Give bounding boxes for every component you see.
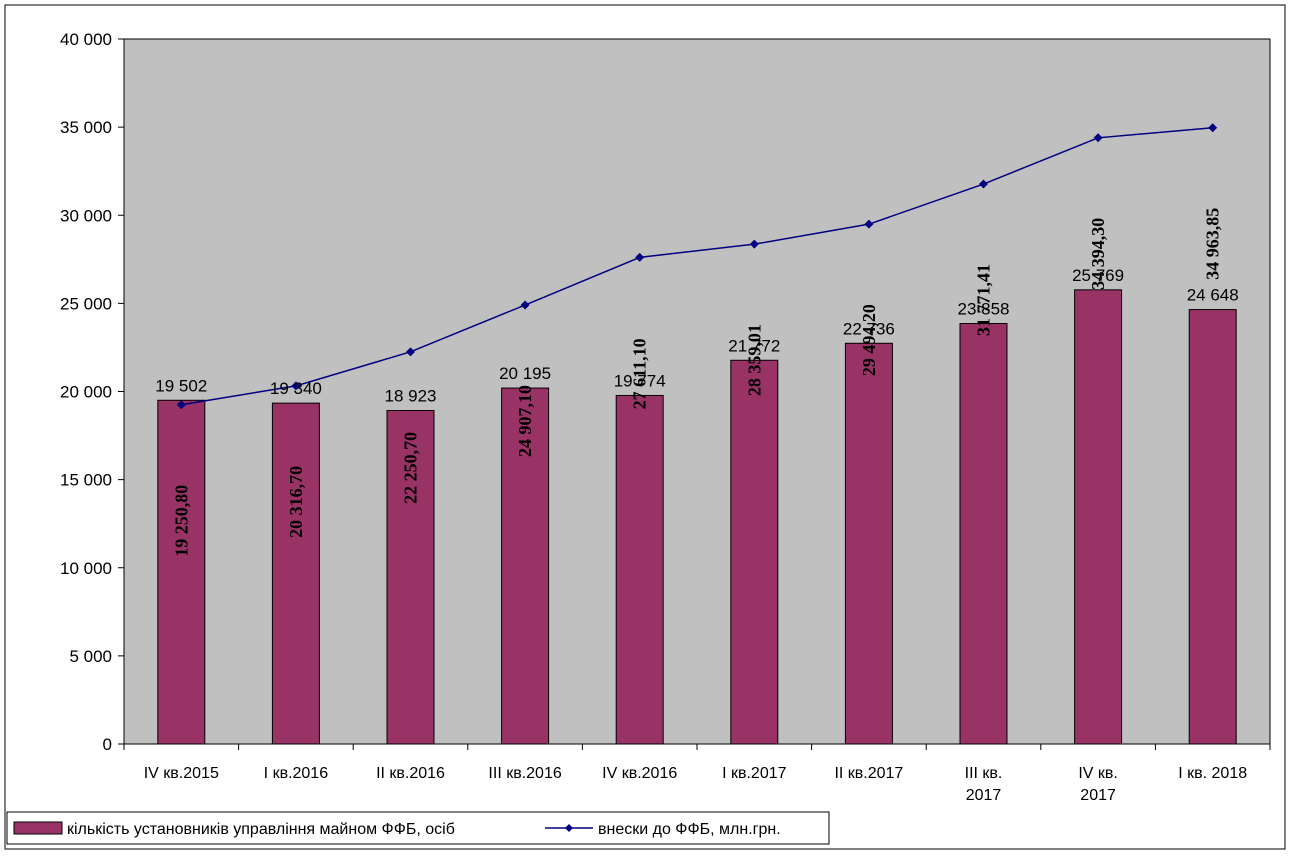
line-marker [520,300,530,310]
bar-data-label: 25 769 [1072,266,1124,285]
line-labels: 19 250,80 20 316,70 22 250,70 24 907,10 27 6… [171,208,1222,557]
y-tick-label: 20 000 [60,383,112,402]
bar-data-label: 24 648 [1187,286,1239,305]
legend-bar-swatch [13,821,63,835]
legend-bar-label: кількість установників управління майном… [67,821,455,838]
y-tick-label: 0 [103,735,112,754]
y-tick-label: 10 000 [60,559,112,578]
bar [1188,309,1237,745]
bar-data-label: 20 195 [499,364,551,383]
line-path [181,127,1213,406]
x-tick-label: II кв.2016 [376,765,445,782]
legend-line-label: внески до ФФБ, млн.грн. [598,821,781,838]
x-tick-label: IV кв.2016 [602,765,677,782]
line-marker [1093,133,1103,143]
line-marker [864,219,874,229]
line-data-label: 27 611,10 [630,338,650,409]
line-marker [1208,123,1218,133]
bar [157,399,206,745]
x-tick-label: I кв. 2018 [1178,765,1247,782]
bar [501,387,550,745]
line-marker [291,381,301,391]
line-marker [406,347,415,357]
x-tick-label: IV кв. 2017 [1078,765,1118,804]
bar [959,323,1008,745]
bar-data-label: 19 774 [614,371,666,390]
bar-data-label: 18 923 [385,386,437,405]
x-tick-label: II кв.2017 [834,765,903,782]
x-tick-label: III кв. 2017 [965,765,1003,804]
axes: 0 5 000 10 000 15 000 20 000 25 000 30 000 35 0… [60,30,1271,804]
line-series [176,123,1218,410]
y-tick-label: 15 000 [60,471,112,490]
bar-data-label: 19 340 [270,379,322,398]
bar [615,394,664,745]
bar-data-label: 23 858 [958,300,1010,319]
line-marker [176,400,186,410]
y-tick-label: 5 000 [69,647,112,666]
y-tick-label: 40 000 [60,30,112,49]
line-data-label: 34 394,30 [1088,218,1108,290]
bar-data-label: 22 736 [843,319,895,338]
x-tick-label: I кв.2016 [264,765,329,782]
line-data-label: 22 250,70 [401,432,421,504]
bar [271,402,320,745]
line-data-label: 29 494,20 [859,304,879,376]
y-tick-label: 25 000 [60,294,112,313]
line-marker [979,179,988,189]
line-marker [749,239,759,249]
line-data-label: 28 359,01 [744,324,764,396]
legend: кількість установників управління майном… [6,811,830,845]
line-data-label: 31 771,41 [974,264,994,336]
bar [844,342,893,745]
line-data-label: 19 250,80 [171,485,191,557]
legend-line-marker [565,824,573,832]
bar-data-label: 21 772 [728,336,780,355]
line-data-label: 20 316,70 [286,466,306,538]
line-marker [635,252,645,262]
bar-data-label: 19 502 [155,376,207,395]
x-tick-label: IV кв.2015 [144,765,219,782]
legend-box [6,811,830,845]
y-tick-label: 30 000 [60,206,112,225]
line-data-label: 24 907,10 [515,385,535,457]
bar-labels: 19 502 19 340 18 923 20 195 19 774 21 772 22 7… [155,266,1238,406]
x-tick-label: III кв.2016 [488,765,561,782]
bar [1074,289,1123,745]
y-tick-label: 35 000 [60,118,112,137]
bar [386,409,435,745]
line-data-label: 34 963,85 [1203,208,1223,280]
bar [730,359,779,745]
bars [157,289,1237,745]
x-tick-label: I кв.2017 [722,765,787,782]
